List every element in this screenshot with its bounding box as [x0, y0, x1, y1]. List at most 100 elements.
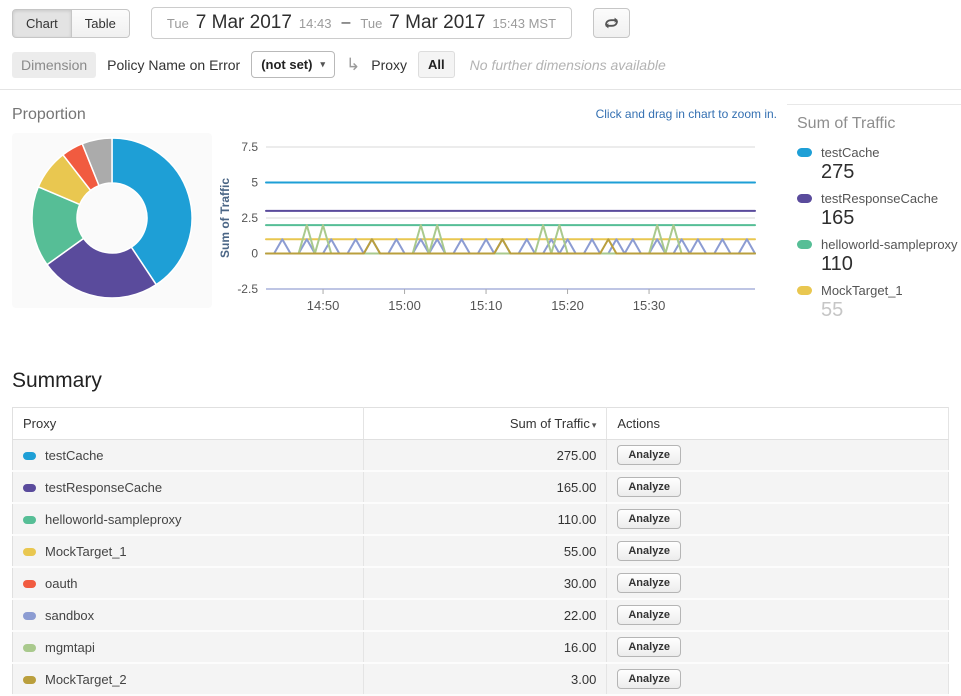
legend-items: testCache 275 testResponseCache 165 hellowor…: [797, 145, 961, 322]
traffic-value: 30.00: [363, 567, 608, 600]
svg-text:15:00: 15:00: [388, 298, 421, 313]
date-range-picker[interactable]: Tue 7 Mar 2017 14:43 – Tue 7 Mar 2017 15…: [150, 7, 573, 39]
traffic-value: 165.00: [363, 471, 608, 504]
table-view-button[interactable]: Table: [70, 8, 130, 38]
refresh-icon: [605, 17, 619, 29]
table-row: mgmtapi 16.00 Analyze: [12, 631, 949, 664]
traffic-value: 3.00: [363, 663, 608, 696]
proxy-name: oauth: [45, 575, 78, 591]
column-header-sum-of-traffic[interactable]: Sum of Traffic ▾: [363, 407, 608, 440]
proxy-name: testCache: [45, 447, 104, 463]
dimension-value: (not set): [261, 57, 313, 72]
end-date: 7 Mar 2017: [389, 12, 486, 33]
view-toggle-group: Chart Table: [12, 8, 130, 38]
refresh-button[interactable]: [593, 8, 631, 38]
dimension-name: Policy Name on Error: [107, 56, 241, 73]
charts-section: Proportion Click and drag in chart to zo…: [0, 90, 961, 329]
chevron-down-icon: ▾: [320, 59, 325, 69]
legend-series-value: 165: [821, 207, 855, 229]
legend-title: Sum of Traffic: [797, 115, 896, 132]
table-row: testResponseCache 165.00 Analyze: [12, 471, 949, 504]
svg-text:5: 5: [251, 176, 258, 190]
series-color-dot: [797, 286, 812, 295]
series-color-dot: [23, 611, 36, 620]
line-chart-panel: Click and drag in chart to zoom in. 7.5 5…: [212, 104, 787, 329]
donut-slice-other[interactable]: [81, 137, 113, 187]
proportion-panel: Proportion: [12, 104, 212, 329]
dimension-value-dropdown[interactable]: (not set) ▾: [251, 51, 335, 78]
start-date: 7 Mar 2017: [195, 12, 292, 33]
legend-item[interactable]: MockTarget_1 55: [797, 283, 961, 322]
legend-item[interactable]: testResponseCache 165: [797, 191, 961, 230]
proxy-name: testResponseCache: [45, 479, 163, 495]
legend-item[interactable]: helloworld-sampleproxy 110: [797, 237, 961, 276]
legend-series-name: helloworld-sampleproxy: [821, 237, 958, 252]
analyze-button[interactable]: Analyze: [617, 509, 681, 529]
summary-table: Proxy Sum of Traffic ▾ Actions testCache 2…: [12, 407, 949, 696]
series-color-dot: [23, 675, 36, 684]
drill-down-arrow-icon: ↳: [346, 55, 361, 74]
table-row: oauth 30.00 Analyze: [12, 567, 949, 600]
series-color-dot: [797, 240, 812, 249]
end-time: 15:43 MST: [492, 15, 557, 31]
proxy-name: sandbox: [45, 607, 95, 623]
donut-chart-svg[interactable]: [12, 133, 212, 303]
svg-text:-2.5: -2.5: [237, 282, 258, 296]
end-day: Tue: [360, 15, 383, 31]
legend-series-name: testResponseCache: [821, 191, 939, 206]
svg-text:0: 0: [251, 247, 258, 261]
analyze-button[interactable]: Analyze: [617, 637, 681, 657]
column-header-proxy[interactable]: Proxy: [12, 407, 364, 440]
analyze-button[interactable]: Analyze: [617, 541, 681, 561]
proxy-name: helloworld-sampleproxy: [45, 511, 182, 527]
date-range-separator: –: [341, 14, 351, 31]
svg-text:15:20: 15:20: [551, 298, 584, 313]
series-line-MockTarget_2: [265, 238, 756, 255]
svg-text:7.5: 7.5: [241, 140, 258, 154]
table-row: MockTarget_2 3.00 Analyze: [12, 663, 949, 696]
series-color-dot: [23, 483, 36, 492]
legend-series-name: testCache: [821, 145, 880, 160]
line-chart-svg[interactable]: 7.5 5 2.5 0 -2.5 14:50 15:00 15:10 15:20 15:30 Sum…: [218, 122, 763, 318]
svg-text:15:10: 15:10: [470, 298, 503, 313]
proxy-name: MockTarget_1: [45, 543, 127, 559]
legend-series-value: 110: [821, 253, 853, 275]
dimension-label: Dimension: [12, 51, 97, 78]
proxy-label: Proxy: [371, 56, 408, 73]
chart-legend: Sum of Traffic testCache 275 testResponseC…: [787, 104, 961, 329]
analyze-button[interactable]: Analyze: [617, 605, 681, 625]
proxy-name: MockTarget_2: [45, 671, 127, 687]
traffic-value: 55.00: [363, 535, 608, 568]
analyze-button[interactable]: Analyze: [617, 445, 681, 465]
chart-view-button[interactable]: Chart: [12, 8, 72, 38]
toolbar: Chart Table Tue 7 Mar 2017 14:43 – Tue 7…: [0, 0, 961, 45]
svg-text:2.5: 2.5: [241, 211, 258, 225]
zoom-hint: Click and drag in chart to zoom in.: [595, 107, 777, 121]
legend-item[interactable]: testCache 275: [797, 145, 961, 184]
svg-text:15:30: 15:30: [633, 298, 666, 313]
table-row: sandbox 22.00 Analyze: [12, 599, 949, 632]
traffic-value: 275.00: [363, 439, 608, 472]
legend-series-name: MockTarget_1: [821, 283, 903, 298]
donut-chart[interactable]: [12, 133, 212, 308]
legend-series-value: 275: [821, 161, 855, 183]
series-color-dot: [23, 579, 36, 588]
table-row: MockTarget_1 55.00 Analyze: [12, 535, 949, 568]
donut-slice-testResponseCache[interactable]: [45, 237, 158, 299]
table-header-row: Proxy Sum of Traffic ▾ Actions: [12, 407, 949, 440]
column-header-actions: Actions: [606, 407, 949, 440]
series-color-dot: [23, 643, 36, 652]
start-time: 14:43: [298, 15, 332, 31]
summary-title: Summary: [12, 369, 102, 392]
legend-series-value: 55: [821, 299, 844, 321]
proportion-title: Proportion: [12, 106, 86, 123]
series-color-dot: [23, 451, 36, 460]
series-color-dot: [797, 148, 812, 157]
no-dimensions-note: No further dimensions available: [469, 56, 666, 73]
analyze-button[interactable]: Analyze: [617, 477, 681, 497]
analyze-button[interactable]: Analyze: [617, 573, 681, 593]
dimension-bar: Dimension Policy Name on Error (not set)…: [0, 45, 961, 90]
svg-text:14:50: 14:50: [307, 298, 340, 313]
proxy-filter-chip[interactable]: All: [418, 51, 455, 78]
analyze-button[interactable]: Analyze: [617, 669, 681, 689]
